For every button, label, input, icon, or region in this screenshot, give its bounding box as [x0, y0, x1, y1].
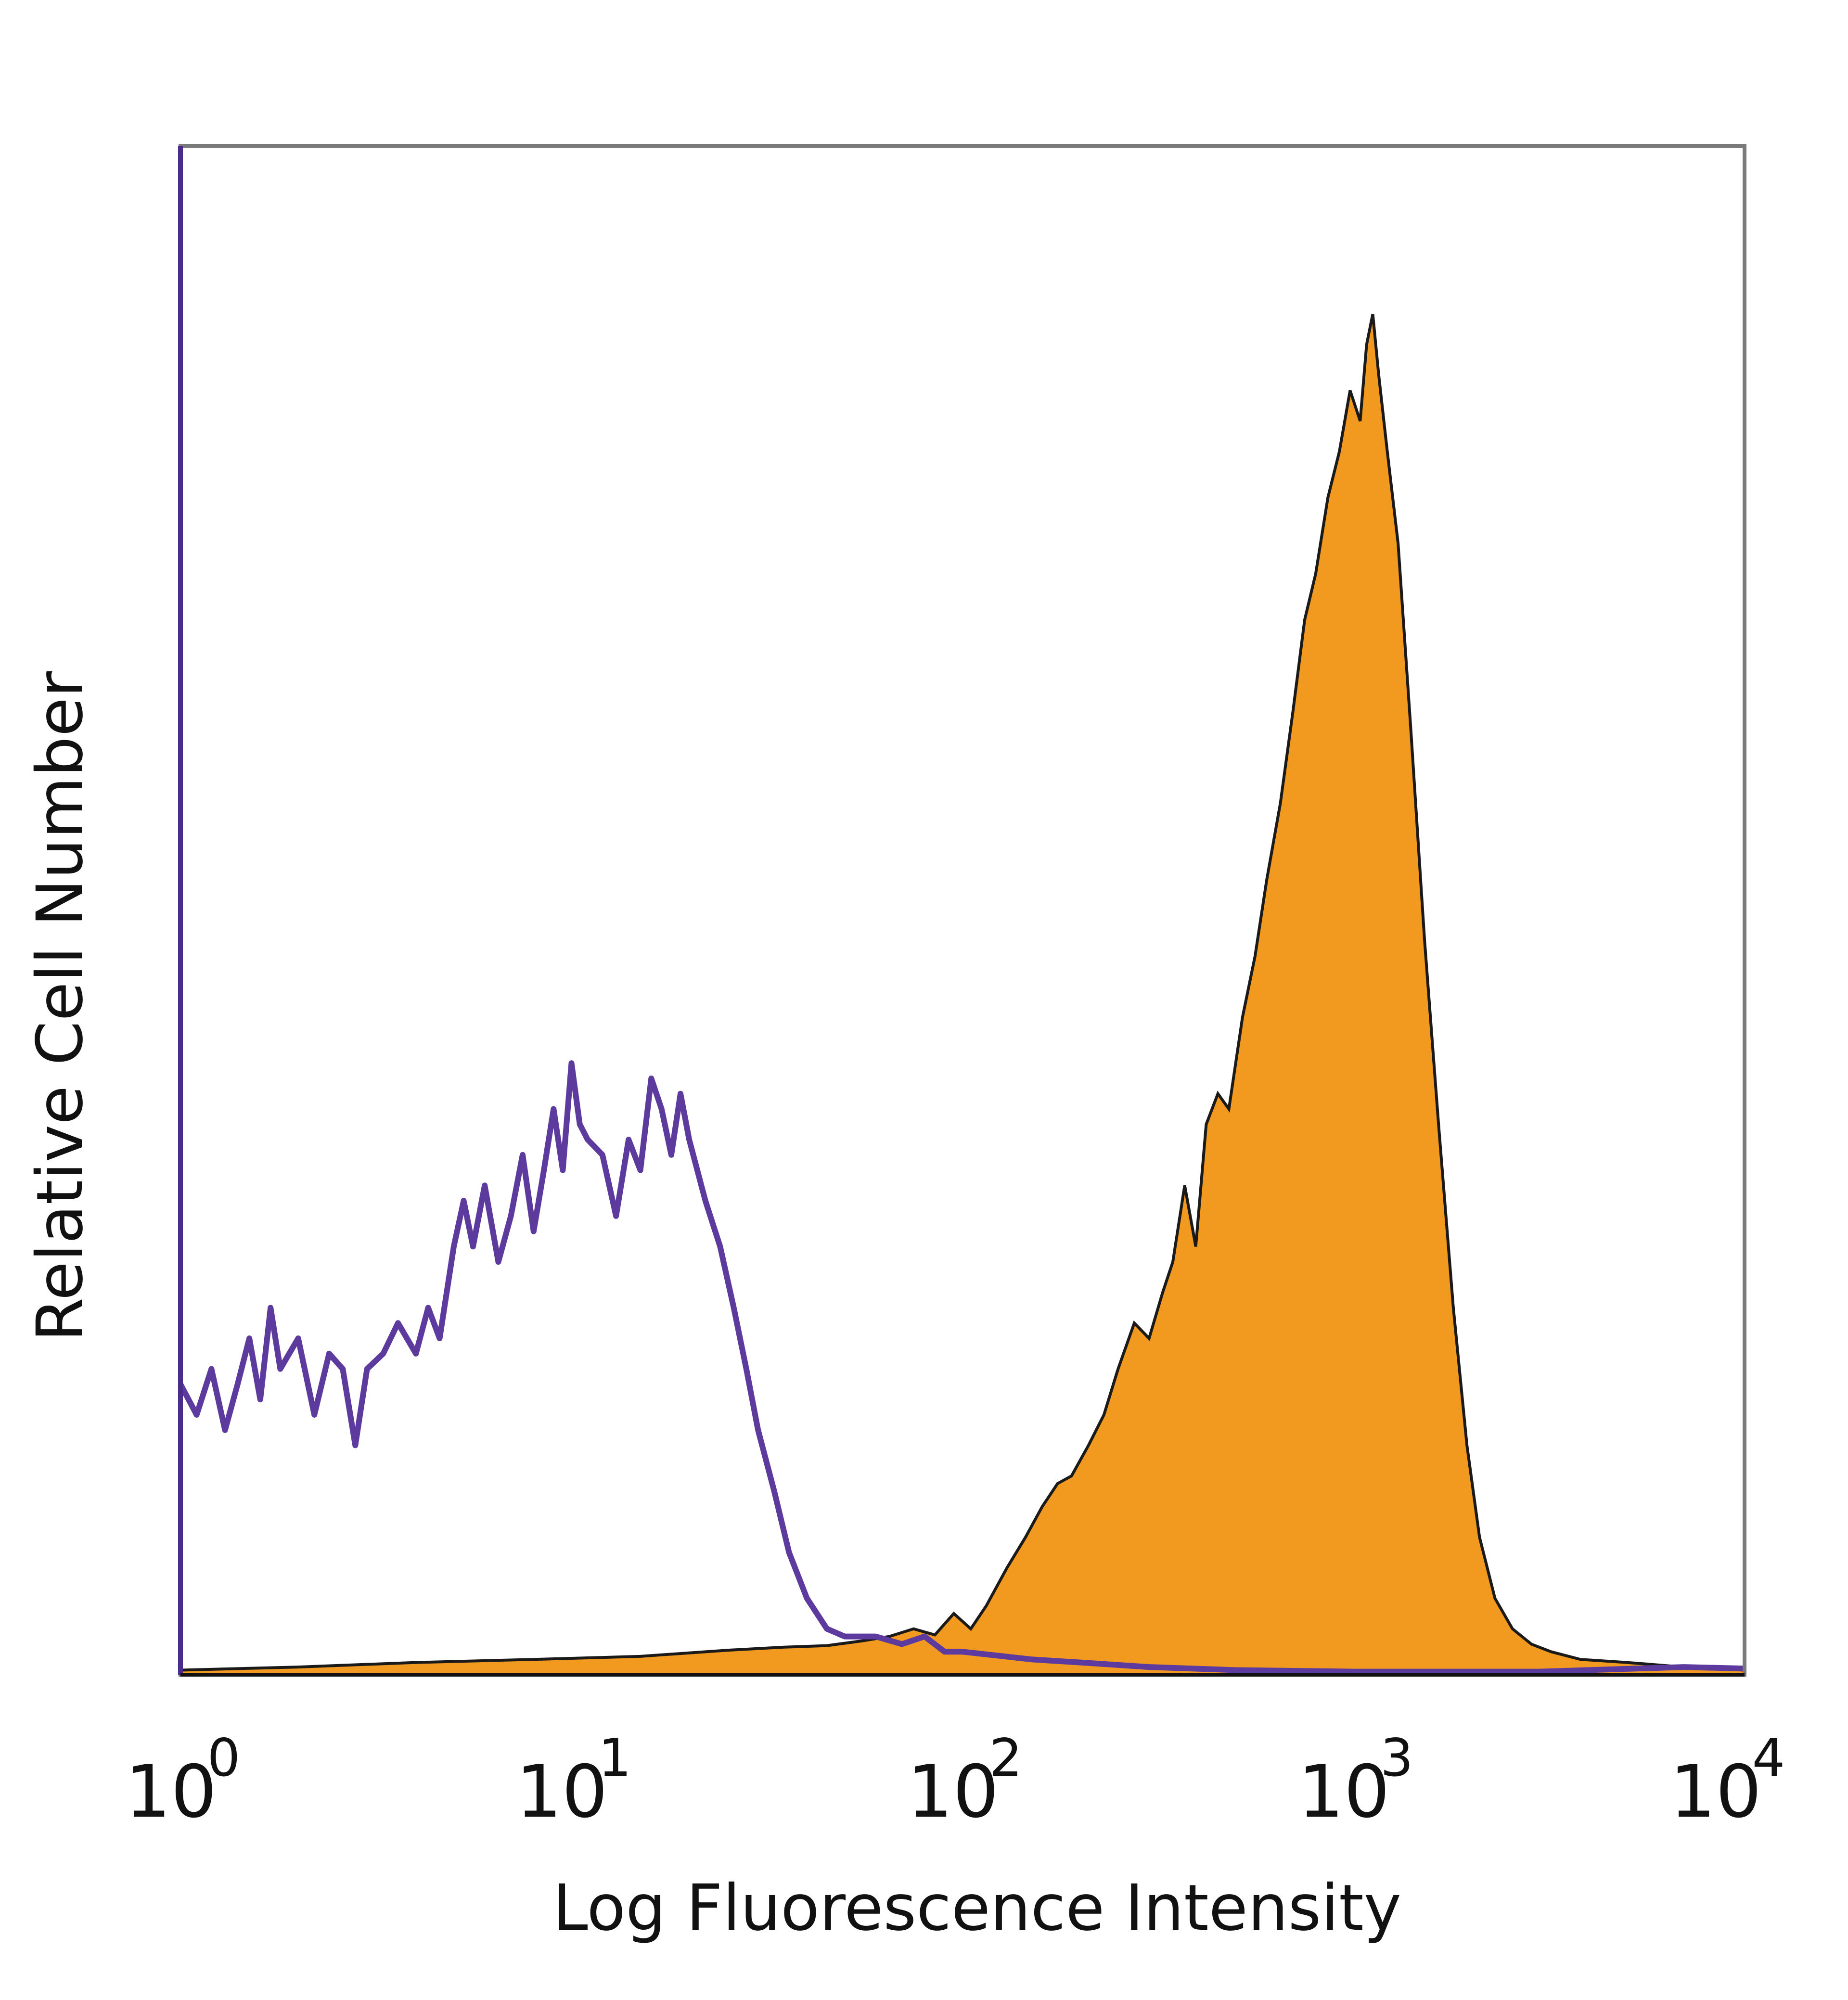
x-tick-exponent: 0 [207, 1728, 241, 1788]
x-tick-exponent: 1 [598, 1728, 631, 1788]
x-tick-label: 10 [125, 1750, 217, 1834]
plot-series [178, 313, 1746, 1676]
x-tick-label: 10 [1298, 1750, 1390, 1834]
x-tick-label: 10 [1670, 1750, 1762, 1834]
x-tick-label: 10 [516, 1750, 608, 1834]
x-tick-labels: 100 101 102 103 104 [125, 1728, 1785, 1834]
y-axis-title: Relative Cell Number [23, 671, 97, 1342]
x-tick-exponent: 3 [1380, 1728, 1413, 1788]
x-tick-exponent: 2 [989, 1728, 1023, 1788]
x-axis-title: Log Fluorescence Intensity [552, 1871, 1401, 1945]
x-tick-label: 10 [907, 1750, 999, 1834]
series-outline-histogram [178, 1060, 1745, 1675]
plot-frame [179, 144, 1746, 1677]
x-tick-exponent: 4 [1752, 1728, 1785, 1788]
series-filled-histogram [179, 313, 1746, 1676]
